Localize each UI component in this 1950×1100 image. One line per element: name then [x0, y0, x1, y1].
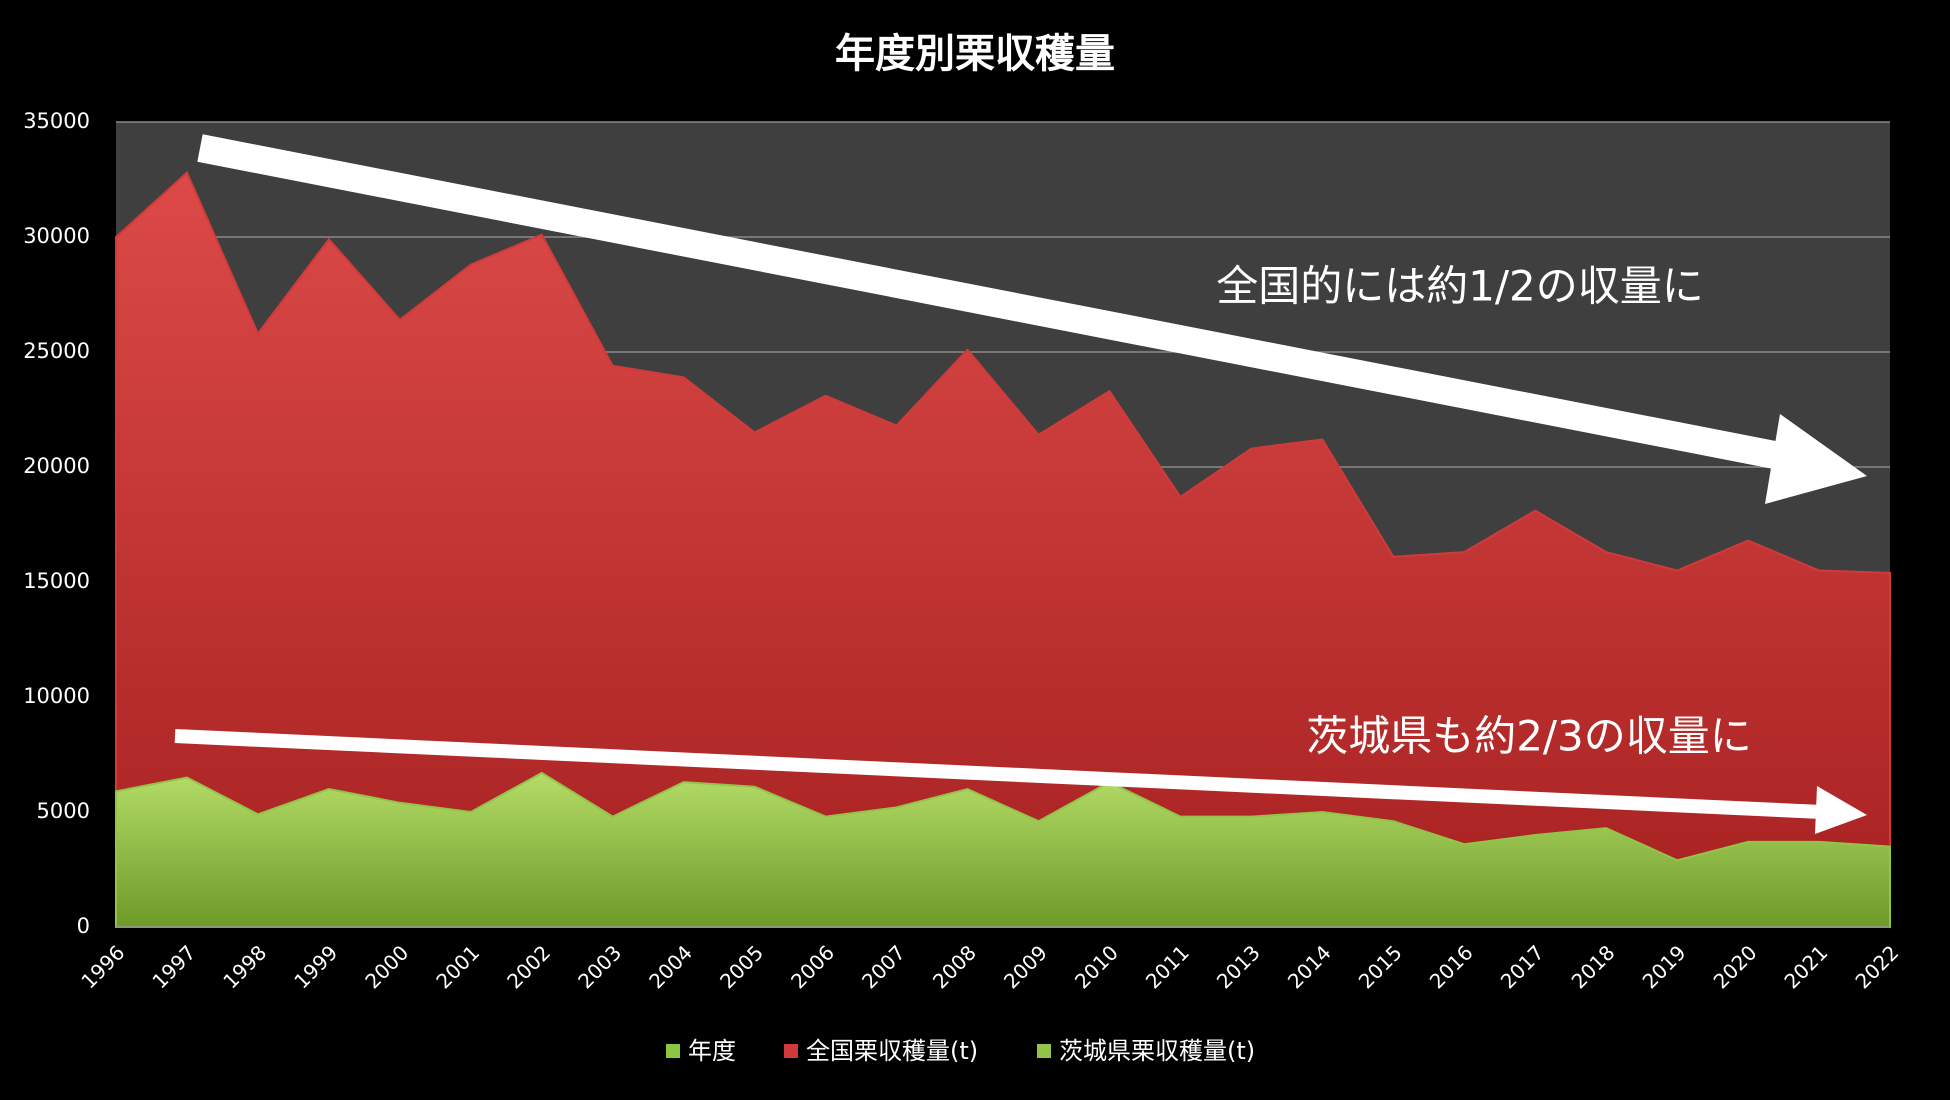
- legend-label: 茨城県栗収穫量(t): [1059, 1037, 1255, 1065]
- annotation: 茨城県も約2/3の収量に: [1306, 712, 1752, 761]
- y-tick-label: 30000: [23, 224, 90, 248]
- trend-arrow-head: [1815, 786, 1867, 834]
- y-tick-label: 0: [77, 914, 90, 938]
- legend: 年度 全国栗収穫量(t) 茨城県栗収穫量(t): [666, 1037, 1255, 1065]
- area: [115, 771, 1891, 928]
- arrows: [174, 134, 1867, 834]
- legend-swatch: [784, 1044, 798, 1058]
- y-tick-label: 15000: [23, 569, 90, 593]
- areas: [115, 170, 1891, 928]
- legend-label: 年度: [688, 1037, 736, 1065]
- trend-arrow-shaft: [197, 134, 1798, 473]
- annotation: 全国的には約1/2の収量に: [1216, 262, 1704, 311]
- area: [115, 170, 1891, 928]
- trend-arrow-head: [1765, 414, 1867, 504]
- chart-title: 年度別栗収穫量: [835, 31, 1115, 77]
- y-tick-label: 5000: [37, 799, 90, 823]
- y-tick-label: 10000: [23, 684, 90, 708]
- legend-swatch: [666, 1044, 680, 1058]
- legend-swatch: [1037, 1044, 1051, 1058]
- y-tick-label: 25000: [23, 339, 90, 363]
- y-tick-label: 35000: [23, 109, 90, 133]
- y-tick-label: 20000: [23, 454, 90, 478]
- trend-arrow-shaft: [174, 729, 1823, 819]
- legend-label: 全国栗収穫量(t): [806, 1037, 978, 1065]
